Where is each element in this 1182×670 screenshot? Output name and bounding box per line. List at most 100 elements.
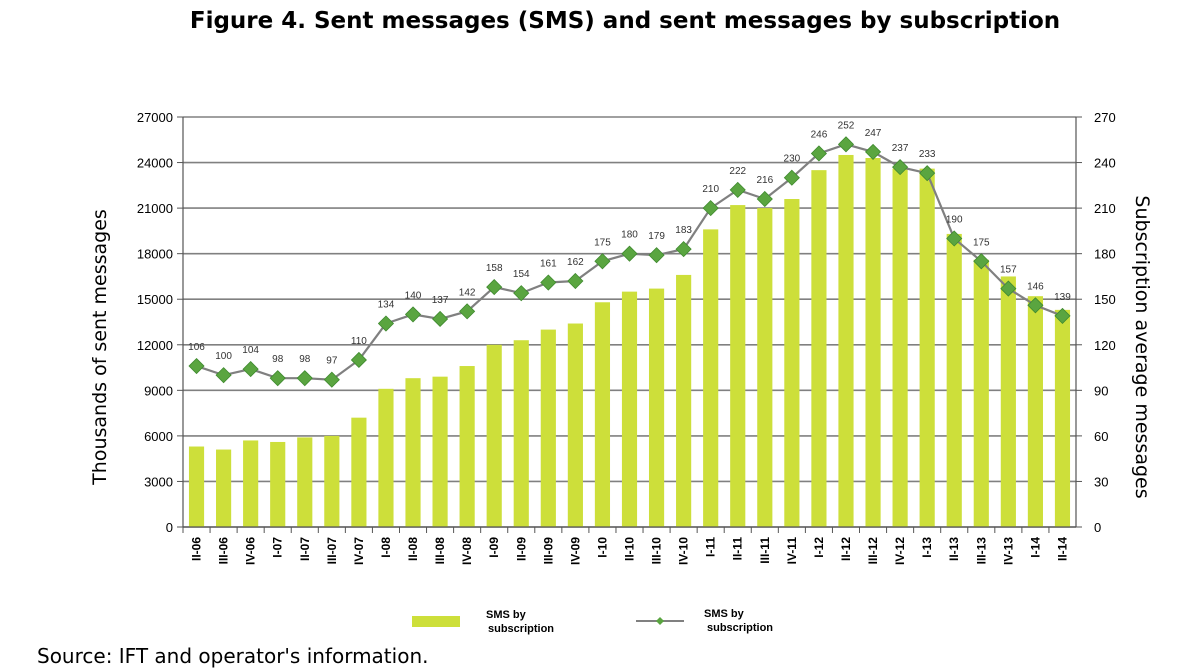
line-point: [1054, 307, 1071, 324]
line-point: [810, 145, 827, 162]
x-tick-label: IV-06: [244, 537, 258, 565]
line-point: [973, 253, 990, 270]
data-label: 104: [242, 345, 259, 356]
bar: [486, 344, 502, 527]
x-tick-label: I-13: [920, 537, 934, 558]
bar: [432, 376, 448, 527]
chart-area: 106 100 104 98 98 97 110 134 140 137 142 158 154 161 1…: [89, 110, 1153, 635]
legend-line2: subscription: [707, 622, 773, 634]
bar: [865, 158, 881, 527]
bar: [1000, 276, 1016, 527]
line-point: [432, 310, 449, 328]
bar: [540, 329, 556, 527]
y2-axis-title: Subscription average messages: [1131, 195, 1153, 498]
line-point: [404, 306, 422, 323]
bar: [703, 229, 719, 528]
line-point: [567, 272, 584, 290]
x-tick-label: III-08: [433, 537, 447, 565]
y-tick-label: 9000: [144, 383, 173, 398]
legend-line2: subscription: [488, 623, 554, 635]
data-label: 106: [188, 342, 205, 353]
data-label: 110: [351, 336, 367, 347]
x-tick-label: IV-11: [785, 537, 799, 565]
y-tick-label: 24000: [137, 156, 173, 171]
data-label: 179: [648, 231, 665, 242]
data-label: 98: [299, 354, 311, 365]
data-label: 139: [1054, 292, 1071, 303]
x-tick-label: III-11: [758, 537, 772, 564]
legend-bar-label: SMS by subscription: [486, 609, 554, 635]
data-label: 157: [1000, 265, 1017, 276]
y-tick-label: 15000: [137, 292, 173, 307]
bar: [946, 233, 962, 528]
data-label: 190: [946, 214, 963, 225]
y2-tick-label: 120: [1094, 338, 1116, 353]
bar: [1054, 309, 1071, 527]
data-label: 154: [513, 269, 530, 280]
data-label: 137: [432, 295, 449, 306]
y2-tick-label: 60: [1094, 429, 1108, 444]
x-tick-label: III-06: [217, 537, 231, 565]
line-point: [919, 165, 936, 182]
data-label: 246: [811, 129, 828, 140]
bar: [730, 205, 746, 527]
x-tick-label: III-10: [650, 537, 664, 565]
bar: [676, 274, 692, 527]
bar: [243, 440, 259, 527]
y2-tick-label: 270: [1094, 110, 1116, 125]
bar-series: [188, 154, 1071, 528]
x-tick-label: I-14: [1028, 537, 1042, 558]
data-label: 161: [540, 259, 557, 270]
y2-tick-label: 180: [1094, 247, 1116, 262]
x-tick-label: I-09: [487, 537, 501, 558]
bar: [811, 170, 827, 528]
x-tick-label: III-09: [541, 537, 555, 565]
y-tick-label: 3000: [144, 474, 173, 489]
x-tick-label: II-12: [839, 537, 853, 561]
data-label: 175: [594, 237, 611, 248]
data-label: 98: [272, 354, 284, 365]
y-tick-label: 21000: [137, 201, 173, 216]
data-label: 140: [405, 290, 422, 301]
data-label: 210: [702, 184, 719, 195]
x-tick-label: I-12: [812, 537, 826, 558]
y2-tick-label: 90: [1094, 383, 1108, 398]
data-label: 180: [621, 230, 638, 241]
legend-line1: SMS by: [704, 608, 745, 620]
x-tick-label: II-10: [623, 537, 637, 561]
data-label: 162: [567, 257, 584, 268]
x-tick-label: IV-09: [568, 537, 582, 565]
line-point: [837, 136, 855, 153]
x-tick-label: II-13: [947, 537, 961, 561]
bar: [838, 154, 854, 528]
line-point: [783, 169, 800, 186]
legend-bar-swatch: [412, 616, 460, 627]
line-point: [892, 159, 909, 176]
line-point: [540, 274, 557, 291]
data-label: 233: [919, 149, 936, 160]
bar: [567, 323, 583, 527]
bar: [459, 366, 475, 527]
legend-line1: SMS by: [486, 609, 527, 621]
line-point: [513, 285, 530, 302]
data-label: 222: [729, 166, 746, 177]
y-axis-title: Thousands of sent messages: [89, 209, 111, 486]
y2-tick-label: 30: [1094, 474, 1108, 489]
x-tick-label: II-08: [406, 537, 420, 561]
data-label: 175: [973, 237, 990, 248]
bar: [892, 168, 908, 527]
x-tick-label: IV-08: [460, 537, 474, 565]
y-tick-label: 27000: [137, 110, 173, 125]
line-point: [594, 253, 611, 270]
x-tick-label: I-07: [271, 537, 285, 558]
bar: [378, 388, 394, 527]
x-tick-label: III-07: [325, 537, 339, 565]
data-label: 247: [865, 128, 882, 139]
data-label: 97: [326, 356, 338, 367]
y2-tick-label: 150: [1094, 292, 1116, 307]
bar: [188, 446, 205, 527]
line-point: [621, 245, 638, 262]
line-point: [946, 230, 963, 247]
y2-tick-label: 0: [1094, 520, 1101, 535]
line-point: [756, 190, 773, 208]
